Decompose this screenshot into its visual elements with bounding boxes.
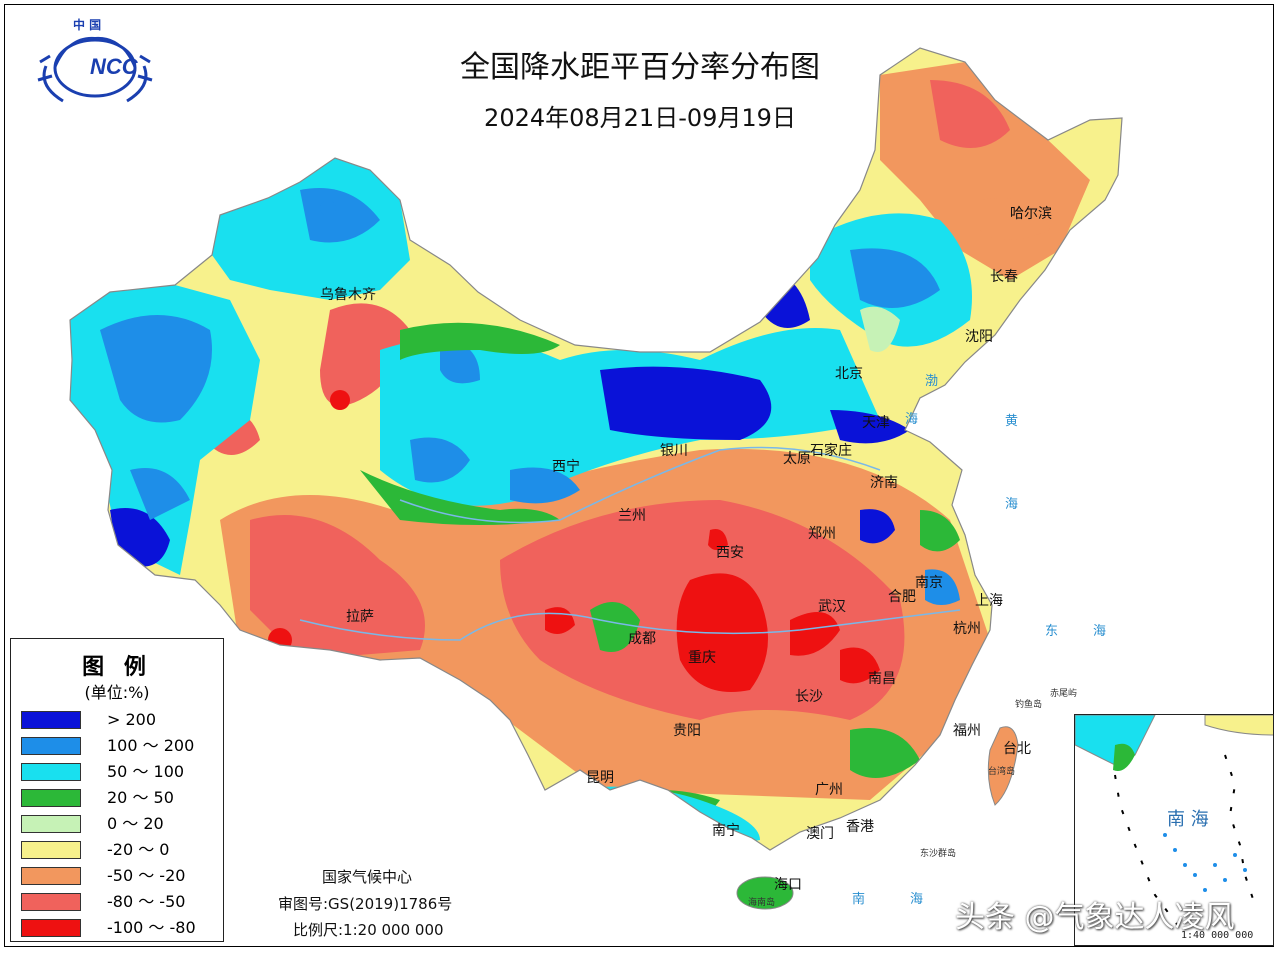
sea-label: 渤	[925, 374, 939, 389]
inset-scale: 1:40 000 000	[1181, 930, 1254, 941]
city-label: 香港	[846, 819, 874, 835]
map-scale: 比例尺:1:20 000 000	[293, 921, 444, 939]
city-label: 太原	[783, 451, 811, 467]
legend-title: 图 例	[82, 655, 152, 680]
city-label: 重庆	[688, 650, 716, 666]
legend-label: -50 ～ -20	[107, 866, 186, 885]
island-label: 钓鱼岛	[1015, 700, 1043, 710]
legend-swatch	[21, 867, 81, 885]
sea-label: 海	[905, 412, 919, 427]
legend-swatch	[21, 841, 81, 859]
legend-label: > 200	[107, 710, 157, 729]
ncc-logo: 中 国 NCC	[28, 16, 163, 108]
legend-item: 20 ～ 50	[21, 789, 221, 809]
legend-box: 图 例 (单位:%) > 200 100 ～ 200 50 ～ 100 20 ～…	[10, 638, 224, 942]
sea-label: 海	[1005, 497, 1019, 512]
city-label: 长沙	[795, 689, 823, 705]
city-label: 乌鲁木齐	[320, 287, 376, 303]
city-label: 南京	[915, 575, 943, 591]
city-label: 成都	[628, 631, 656, 647]
legend-swatch	[21, 763, 81, 781]
city-label: 沈阳	[965, 329, 993, 345]
island-label: 东沙群岛	[920, 849, 957, 859]
legend-item: -100 ～ -80	[21, 919, 221, 939]
island-label: 海南岛	[748, 898, 776, 908]
legend-label: 50 ～ 100	[107, 762, 185, 781]
island-label: 赤尾屿	[1050, 689, 1078, 699]
city-label: 上海	[975, 593, 1003, 609]
city-label: 天津	[862, 415, 890, 431]
sea-label: 黄	[1005, 414, 1019, 429]
legend-swatch	[21, 919, 81, 937]
sea-label: 海	[1093, 624, 1107, 639]
sea-label: 海	[910, 892, 924, 907]
city-label: 贵阳	[673, 723, 701, 739]
city-label: 银川	[660, 443, 688, 459]
city-label: 合肥	[888, 589, 916, 605]
legend-swatch	[21, 737, 81, 755]
city-label: 郑州	[808, 526, 836, 542]
legend-label: 0 ～ 20	[107, 814, 164, 833]
legend-item: -20 ～ 0	[21, 841, 221, 861]
legend-label: -80 ～ -50	[107, 892, 186, 911]
legend-swatch	[21, 789, 81, 807]
legend-label: 20 ～ 50	[107, 788, 174, 807]
city-label: 兰州	[618, 508, 646, 524]
inset-label: 南 海	[1167, 809, 1209, 830]
island-label: 台湾岛	[988, 767, 1016, 777]
legend-label: -100 ～ -80	[107, 918, 196, 937]
legend-swatch	[21, 893, 81, 911]
legend-item: -80 ～ -50	[21, 893, 221, 913]
watermark: 头条 @气象达人凌风	[955, 900, 1235, 935]
legend-item: > 200	[21, 711, 221, 731]
city-label: 南昌	[868, 671, 896, 687]
sea-label: 东	[1045, 624, 1059, 639]
agency-credit: 国家气候中心	[322, 868, 413, 886]
legend-swatch	[21, 815, 81, 833]
city-label: 拉萨	[346, 609, 374, 625]
city-label: 北京	[835, 366, 863, 382]
south-china-sea-inset: 南 海 1:40 000 000	[1074, 714, 1274, 946]
city-label: 澳门	[806, 826, 834, 842]
logo-main-text: NCC	[90, 54, 138, 79]
legend-unit: (单位:%)	[84, 683, 150, 702]
city-label: 长春	[990, 269, 1018, 285]
city-label: 海口	[774, 877, 802, 893]
city-label: 福州	[953, 723, 981, 739]
legend-swatch	[21, 711, 81, 729]
city-label: 西安	[716, 545, 744, 561]
city-label: 台北	[1003, 741, 1031, 757]
legend-item: 50 ～ 100	[21, 763, 221, 783]
city-label: 杭州	[953, 621, 981, 637]
sea-label: 南	[852, 892, 866, 907]
city-label: 石家庄	[810, 443, 852, 459]
legend-item: -50 ～ -20	[21, 867, 221, 887]
legend-label: 100 ～ 200	[107, 736, 195, 755]
map-title: 全国降水距平百分率分布图	[460, 50, 820, 85]
city-label: 武汉	[818, 599, 846, 615]
date-range: 2024年08月21日-09月19日	[484, 104, 796, 132]
city-label: 哈尔滨	[1010, 206, 1052, 222]
city-label: 济南	[870, 475, 898, 491]
city-label: 南宁	[712, 823, 740, 839]
legend-item: 100 ～ 200	[21, 737, 221, 757]
logo-top-text: 中 国	[73, 18, 102, 32]
city-label: 广州	[815, 782, 843, 798]
city-label: 昆明	[586, 770, 614, 786]
review-number: 审图号:GS(2019)1786号	[278, 895, 453, 913]
legend-item: 0 ～ 20	[21, 815, 221, 835]
city-label: 西宁	[552, 459, 580, 475]
legend-label: -20 ～ 0	[107, 840, 170, 859]
